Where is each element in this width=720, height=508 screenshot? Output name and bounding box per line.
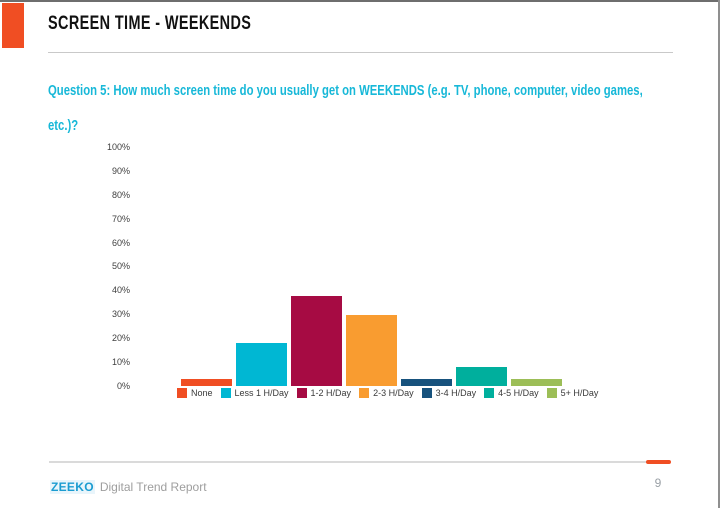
page-title: SCREEN TIME - WEEKENDS [48, 13, 252, 34]
footer-divider [49, 461, 647, 463]
bar-less-1-h-day [236, 343, 287, 386]
y-axis-tick-label: 50% [111, 261, 130, 272]
y-axis-tick-label: 100% [106, 142, 130, 152]
legend-label: Less 1 H/Day [234, 388, 289, 398]
y-axis-tick-label: 0% [116, 380, 130, 391]
chart-bars [181, 148, 566, 386]
y-axis-tick-label: 10% [111, 357, 130, 368]
legend-label: 4-5 H/Day [498, 388, 539, 398]
legend-item-less-1-h-day: Less 1 H/Day [220, 388, 289, 398]
legend-label: 2-3 H/Day [373, 388, 414, 398]
y-axis-tick-label: 80% [111, 189, 130, 200]
report-name: Digital Trend Report [99, 480, 207, 494]
bar-none [181, 379, 232, 386]
question-line-2: etc.)? [48, 118, 79, 134]
legend-item-none: None [177, 388, 213, 398]
legend-swatch-none [177, 388, 187, 398]
bar-2-3-h-day [346, 315, 397, 386]
legend-item-2-3-h-day: 2-3 H/Day [359, 388, 414, 398]
y-axis-tick-label: 90% [111, 165, 130, 176]
legend-swatch-2-3-h-day [359, 388, 370, 398]
legend-label: 3-4 H/Day [435, 388, 477, 398]
legend-item-4-5-h-day: 4-5 H/Day [484, 388, 539, 398]
legend-swatch-1-2-h-day [296, 388, 307, 398]
bar-3-4-h-day [401, 379, 452, 386]
legend-swatch-less-1-h-day [220, 388, 231, 398]
legend-swatch-5-h-day [546, 388, 557, 398]
y-axis-tick-label: 20% [111, 333, 130, 344]
legend-label: None [191, 388, 213, 398]
legend-item-3-4-h-day: 3-4 H/Day [421, 388, 477, 398]
bar-5-h-day [511, 379, 562, 386]
legend-label: 1-2 H/Day [310, 388, 352, 398]
legend-swatch-3-4-h-day [421, 388, 432, 398]
chart-y-axis: 100% 90% 80% 70% 60% 50% 40% 30% 20% 10% 0% [90, 141, 130, 393]
y-axis-tick-label: 30% [111, 309, 130, 320]
y-axis-tick-label: 70% [111, 213, 130, 224]
top-edge-border [0, 0, 720, 2]
right-edge-border [718, 0, 720, 508]
accent-square [2, 3, 24, 48]
legend-swatch-4-5-h-day [484, 388, 495, 398]
footer-brand-row: ZEEKO Digital Trend Report [50, 480, 207, 494]
y-axis-tick-label: 60% [111, 237, 130, 248]
brand-logo: ZEEKO [50, 480, 95, 494]
legend-label: 5+ H/Day [560, 388, 599, 398]
y-axis-tick-label: 40% [111, 285, 130, 296]
legend-item-5-h-day: 5+ H/Day [546, 388, 599, 398]
chart-legend: None Less 1 H/Day 1-2 H/Day 2-3 H/Day 3-4 H/… [177, 388, 598, 398]
title-divider [48, 52, 673, 53]
question-text: Question 5: How much screen time do you … [48, 74, 643, 144]
bar-4-5-h-day [456, 367, 507, 386]
page-number: 9 [654, 476, 662, 490]
footer-accent-mark [646, 460, 671, 464]
bar-1-2-h-day [291, 296, 342, 386]
legend-item-1-2-h-day: 1-2 H/Day [296, 388, 352, 398]
question-line-1: Question 5: How much screen time do you … [48, 83, 643, 99]
